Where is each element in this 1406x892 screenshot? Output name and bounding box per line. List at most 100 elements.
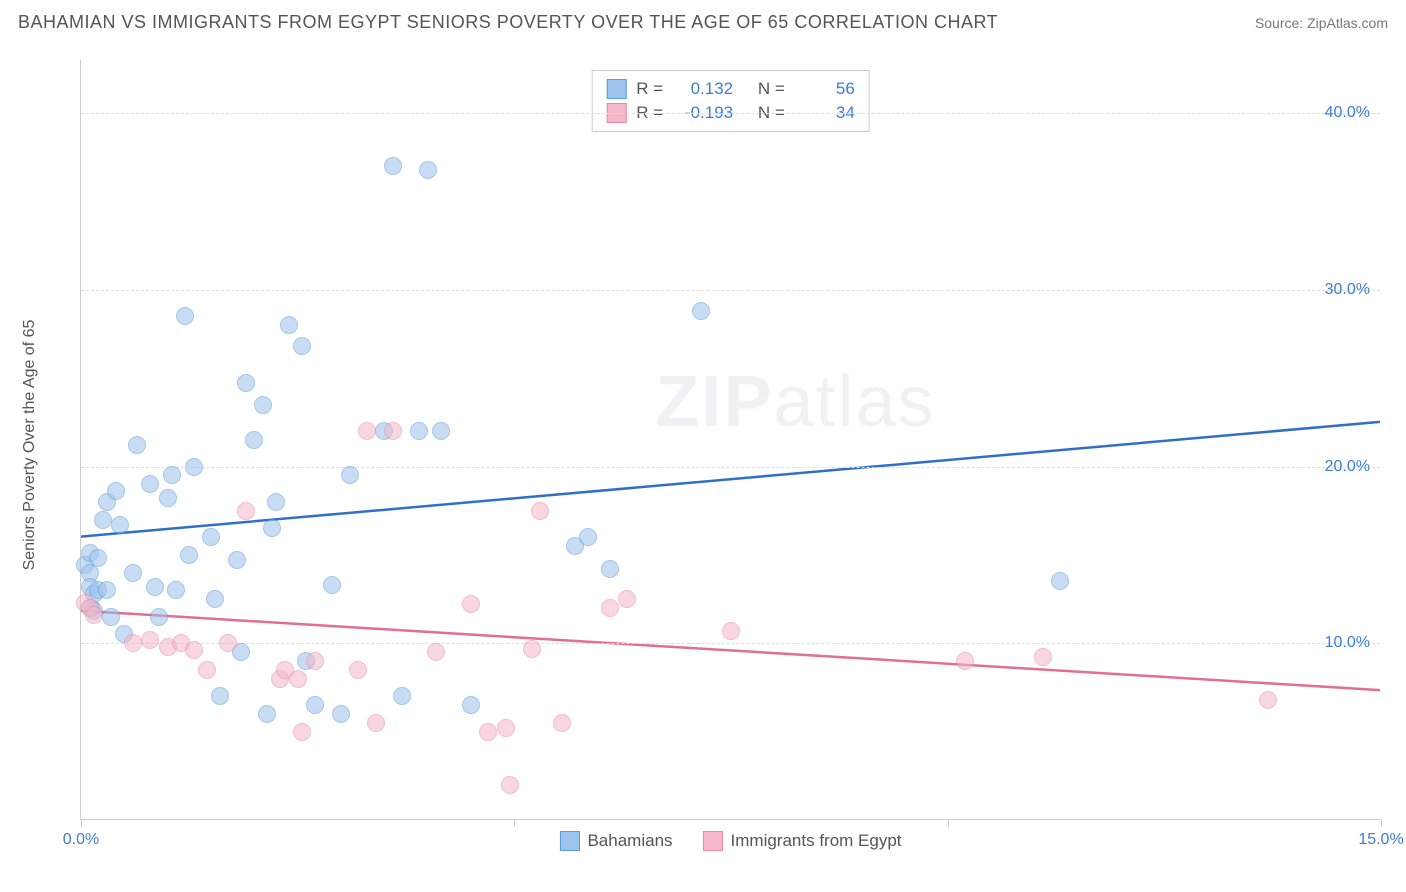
point-series1: [107, 482, 125, 500]
point-series1: [167, 581, 185, 599]
point-series1: [293, 337, 311, 355]
point-series1: [202, 528, 220, 546]
point-series2: [427, 643, 445, 661]
point-series2: [523, 640, 541, 658]
point-series2: [219, 634, 237, 652]
legend-label-series1: Bahamians: [587, 831, 672, 851]
point-series1: [258, 705, 276, 723]
point-series2: [358, 422, 376, 440]
point-series2: [289, 670, 307, 688]
point-series2: [384, 422, 402, 440]
legend-item-series1: Bahamians: [559, 831, 672, 851]
point-series2: [141, 631, 159, 649]
point-series1: [159, 489, 177, 507]
chart-container: Seniors Poverty Over the Age of 65 ZIPat…: [50, 50, 1390, 840]
x-tick-label: 0.0%: [63, 831, 99, 849]
point-series1: [245, 431, 263, 449]
bottom-legend: Bahamians Immigrants from Egypt: [559, 831, 901, 851]
gridline-h: [81, 113, 1380, 114]
point-series1: [237, 374, 255, 392]
r-label-1: R =: [636, 79, 663, 99]
point-series1: [323, 576, 341, 594]
stats-row-series1: R = 0.132 N = 56: [606, 77, 855, 101]
point-series1: [306, 696, 324, 714]
point-series1: [94, 511, 112, 529]
r-value-1: 0.132: [673, 79, 733, 99]
y-tick-label: 20.0%: [1325, 458, 1370, 476]
watermark-bold: ZIP: [655, 362, 773, 442]
point-series2: [462, 595, 480, 613]
point-series2: [1259, 691, 1277, 709]
point-series1: [462, 696, 480, 714]
point-series1: [579, 528, 597, 546]
point-series2: [501, 776, 519, 794]
legend-swatch-series2: [703, 831, 723, 851]
x-tick-label: 15.0%: [1358, 831, 1403, 849]
point-series1: [384, 157, 402, 175]
point-series1: [128, 436, 146, 454]
point-series1: [1051, 572, 1069, 590]
point-series1: [410, 422, 428, 440]
point-series1: [150, 608, 168, 626]
point-series2: [722, 622, 740, 640]
point-series2: [237, 502, 255, 520]
point-series1: [111, 516, 129, 534]
point-series2: [293, 723, 311, 741]
swatch-series1: [606, 79, 626, 99]
point-series1: [185, 458, 203, 476]
point-series2: [306, 652, 324, 670]
trend-line: [81, 422, 1380, 537]
plot-area: ZIPatlas R = 0.132 N = 56 R = -0.193 N =…: [80, 60, 1380, 820]
point-series1: [146, 578, 164, 596]
gridline-h: [81, 290, 1380, 291]
point-series1: [263, 519, 281, 537]
point-series2: [1034, 648, 1052, 666]
point-series1: [341, 466, 359, 484]
point-series1: [419, 161, 437, 179]
point-series1: [432, 422, 450, 440]
point-series1: [102, 608, 120, 626]
chart-title: BAHAMIAN VS IMMIGRANTS FROM EGYPT SENIOR…: [18, 12, 998, 33]
point-series1: [393, 687, 411, 705]
point-series1: [163, 466, 181, 484]
gridline-h: [81, 643, 1380, 644]
point-series1: [141, 475, 159, 493]
x-tick: [948, 819, 949, 827]
point-series1: [267, 493, 285, 511]
point-series2: [531, 502, 549, 520]
point-series2: [198, 661, 216, 679]
watermark: ZIPatlas: [655, 361, 935, 443]
point-series1: [692, 302, 710, 320]
legend-swatch-series1: [559, 831, 579, 851]
n-label-1: N =: [758, 79, 785, 99]
x-tick: [81, 819, 82, 827]
point-series2: [349, 661, 367, 679]
point-series1: [280, 316, 298, 334]
point-series2: [618, 590, 636, 608]
y-tick-label: 10.0%: [1325, 634, 1370, 652]
point-series1: [98, 581, 116, 599]
point-series1: [124, 564, 142, 582]
trend-lines-svg: [81, 60, 1380, 819]
point-series2: [956, 652, 974, 670]
point-series1: [601, 560, 619, 578]
gridline-h: [81, 467, 1380, 468]
point-series2: [124, 634, 142, 652]
x-tick: [514, 819, 515, 827]
point-series1: [254, 396, 272, 414]
point-series2: [85, 606, 103, 624]
watermark-light: atlas: [773, 362, 935, 442]
chart-header: BAHAMIAN VS IMMIGRANTS FROM EGYPT SENIOR…: [0, 0, 1406, 41]
point-series1: [180, 546, 198, 564]
point-series2: [601, 599, 619, 617]
x-tick: [1381, 819, 1382, 827]
point-series1: [206, 590, 224, 608]
y-tick-label: 40.0%: [1325, 104, 1370, 122]
point-series1: [211, 687, 229, 705]
point-series1: [89, 549, 107, 567]
n-value-1: 56: [795, 79, 855, 99]
point-series1: [228, 551, 246, 569]
point-series1: [176, 307, 194, 325]
point-series2: [185, 641, 203, 659]
legend-label-series2: Immigrants from Egypt: [731, 831, 902, 851]
